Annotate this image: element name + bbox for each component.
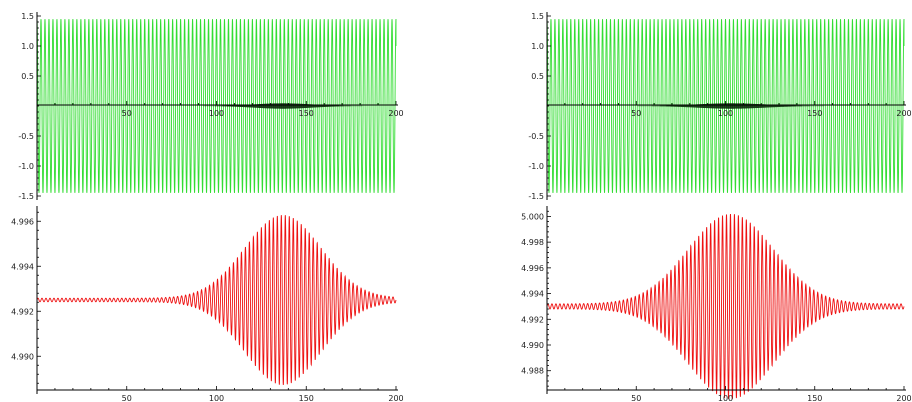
y-tick-label: 1.0 — [531, 42, 544, 51]
response-line — [546, 213, 905, 399]
x-tick-label: 200 — [388, 394, 403, 402]
x-tick-label: 50 — [122, 394, 132, 402]
y-tick-label: 4.992 — [11, 307, 34, 316]
y-tick-label: -0.5 — [528, 132, 544, 141]
chart-panel-top-left: 50 100 150 200 -1.5 -1.0 -0.5 0.5 1.0 1.5 — [18, 12, 404, 201]
y-tick-label: -1.5 — [528, 192, 544, 201]
signal-line — [36, 18, 397, 194]
x-tick-label: 100 — [718, 394, 733, 402]
chart-panel-top-right: 50 100 150 200 -1.5 -1.0 -0.5 0.5 1.0 1.5 — [528, 12, 912, 201]
y-tick-label: 4.996 — [521, 264, 544, 273]
response-line — [36, 215, 397, 385]
y-tick-label: 4.990 — [11, 352, 34, 361]
x-tick-label: 200 — [388, 109, 403, 118]
y-tick-label: 4.994 — [521, 290, 544, 299]
y-tick-label: 1.0 — [21, 42, 34, 51]
x-tick-label: 50 — [122, 109, 132, 118]
x-tick-label: 150 — [807, 109, 822, 118]
chart-panel-bottom-left: 50 100 150 200 4.990 4.992 4.994 4.996 — [11, 206, 404, 402]
y-tick-label: 0.5 — [21, 72, 34, 81]
x-tick-label: 100 — [718, 109, 733, 118]
y-tick-label: 1.5 — [21, 12, 34, 21]
x-tick-label: 150 — [299, 109, 314, 118]
x-tick-label: 200 — [896, 109, 911, 118]
y-tick-label: 1.5 — [531, 12, 544, 21]
chart-panel-bottom-right: 50 100 150 200 4.988 4.990 4.992 4.994 4.996 4.99… — [521, 206, 912, 402]
y-tick-label: 0.5 — [531, 72, 544, 81]
y-tick-label: 4.998 — [521, 238, 544, 247]
y-tick-label: 4.994 — [11, 262, 34, 271]
x-tick-label: 150 — [299, 394, 314, 402]
y-tick-label: 4.988 — [521, 367, 544, 376]
envelope-band — [547, 103, 904, 109]
y-tick-label: 4.992 — [521, 315, 544, 324]
y-tick-label: -1.0 — [528, 162, 544, 171]
x-tick-label: 200 — [896, 394, 911, 402]
x-tick-label: 50 — [631, 109, 641, 118]
x-tick-label: 100 — [209, 109, 224, 118]
y-tick-label: -0.5 — [18, 132, 34, 141]
y-tick-label: 4.996 — [11, 217, 34, 226]
signal-line — [546, 18, 905, 194]
x-tick-label: 150 — [807, 394, 822, 402]
y-tick-label: -1.5 — [18, 192, 34, 201]
y-tick-label: 5.000 — [521, 212, 544, 221]
y-tick-label: 4.990 — [521, 341, 544, 350]
x-tick-label: 50 — [631, 394, 641, 402]
y-tick-label: -1.0 — [18, 162, 34, 171]
x-tick-label: 100 — [209, 394, 224, 402]
